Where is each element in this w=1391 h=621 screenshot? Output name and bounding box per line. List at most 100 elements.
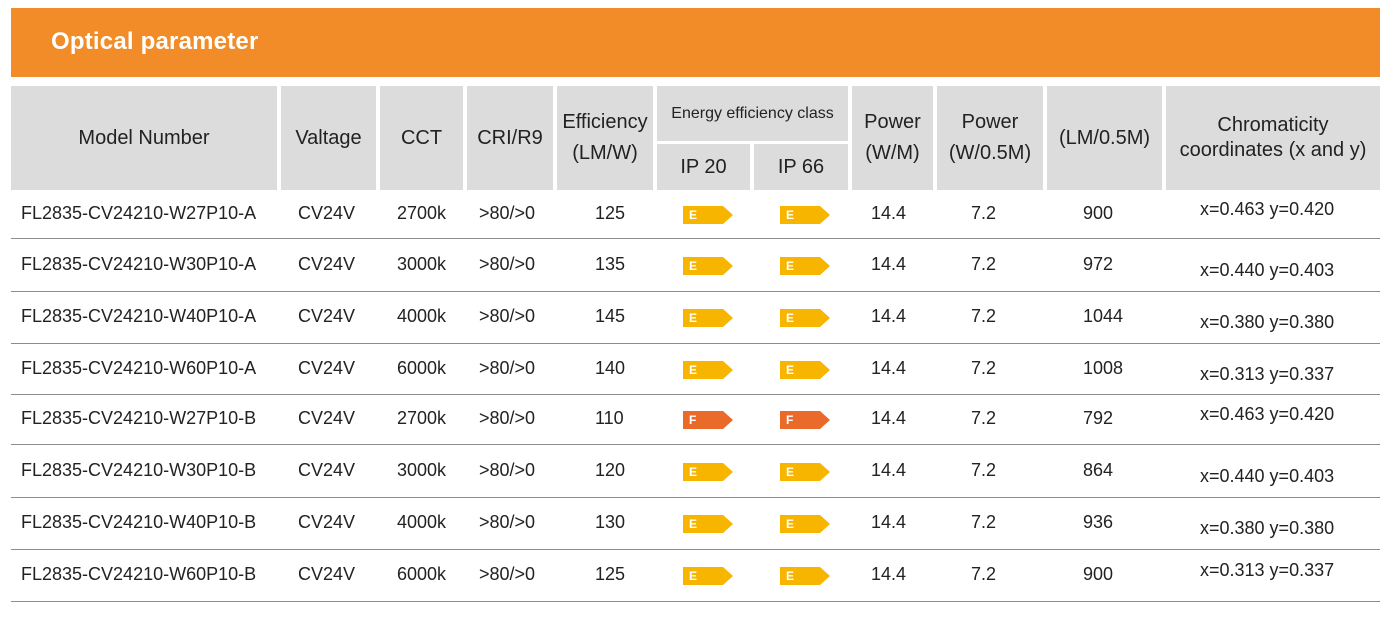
lm-cell: 936 [1083, 512, 1114, 532]
header-model-label: Model Number [78, 126, 210, 149]
header-efficiency: Efficiency (LM/W) [557, 86, 653, 190]
table-row: FL2835-CV24210-W27P10-B CV24V 2700k >80/>0 1… [11, 394, 1380, 445]
ip66-class-badge: E [780, 567, 830, 585]
header-ip66: IP 66 [754, 144, 848, 190]
voltage-cell: CV24V [298, 203, 356, 223]
energy-class-letter: E [786, 569, 795, 583]
header-efficiency-label: Efficiency [562, 111, 648, 133]
header-ip20-label: IP 20 [680, 155, 727, 178]
efficiency-cell: 120 [595, 460, 626, 480]
energy-arrow-icon [683, 257, 733, 275]
power-m-cell: 14.4 [871, 408, 907, 428]
header-energy-class: Energy efficiency class [657, 86, 848, 141]
ip66-class-badge: F [780, 411, 830, 429]
voltage-cell: CV24V [298, 254, 356, 274]
table-header: Model Number Valtage CCT CRI/R9 Efficien… [11, 86, 1380, 190]
model-cell: FL2835-CV24210-W27P10-B [21, 408, 257, 428]
ip20-class-badge: E [683, 206, 733, 224]
energy-class-letter: F [786, 413, 794, 427]
header-power-m: Power (W/M) [852, 86, 933, 190]
energy-arrow-icon [683, 361, 733, 379]
cri-cell: >80/>0 [479, 408, 536, 428]
cct-cell: 4000k [397, 512, 447, 532]
energy-class-letter: E [786, 259, 795, 273]
chroma-cell: x=0.440 y=0.403 [1200, 466, 1335, 486]
energy-arrow-icon [780, 411, 830, 429]
lm-cell: 900 [1083, 564, 1114, 584]
header-ip20: IP 20 [657, 144, 750, 190]
energy-arrow-icon [683, 567, 733, 585]
energy-class-letter: E [786, 465, 795, 479]
table-row: FL2835-CV24210-W60P10-A CV24V 6000k >80/>0 1… [11, 343, 1380, 395]
energy-class-letter: E [689, 208, 698, 222]
energy-arrow-icon [683, 206, 733, 224]
header-voltage: Valtage [281, 86, 376, 190]
ip20-class-badge: F [683, 411, 733, 429]
chroma-cell: x=0.463 y=0.420 [1200, 199, 1335, 219]
table-row: FL2835-CV24210-W27P10-A CV24V 2700k >80/>0 1… [11, 190, 1380, 239]
energy-arrow-icon [780, 257, 830, 275]
model-cell: FL2835-CV24210-W27P10-A [21, 203, 257, 223]
header-model: Model Number [11, 86, 277, 190]
ip20-class-badge: E [683, 309, 733, 327]
cct-cell: 3000k [397, 460, 447, 480]
header-power-m-unit: (W/M) [865, 142, 920, 164]
table-row: FL2835-CV24210-W60P10-B CV24V 6000k >80/>0 1… [11, 549, 1380, 602]
energy-class-letter: E [786, 517, 795, 531]
ip66-class-badge: E [780, 257, 830, 275]
lm-cell: 792 [1083, 408, 1114, 428]
power-half-cell: 7.2 [971, 358, 997, 378]
model-cell: FL2835-CV24210-W30P10-A [21, 254, 257, 274]
energy-arrow-icon [780, 361, 830, 379]
header-power-half-unit: (W/0.5M) [948, 142, 1032, 164]
table-row: FL2835-CV24210-W30P10-A CV24V 3000k >80/>0 1… [11, 238, 1380, 292]
section-banner: Optical parameter [11, 8, 1380, 77]
energy-arrow-icon [780, 206, 830, 224]
voltage-cell: CV24V [298, 358, 356, 378]
header-power-half-label: Power [961, 111, 1019, 133]
chroma-cell: x=0.440 y=0.403 [1200, 260, 1335, 280]
voltage-cell: CV24V [298, 512, 356, 532]
cct-cell: 4000k [397, 306, 447, 326]
cri-cell: >80/>0 [479, 512, 536, 532]
header-cri-label: CRI/R9 [477, 126, 543, 149]
cri-cell: >80/>0 [479, 203, 536, 223]
table-row: FL2835-CV24210-W40P10-A CV24V 4000k >80/>0 1… [11, 291, 1380, 344]
lm-cell: 1044 [1083, 306, 1124, 326]
power-half-cell: 7.2 [971, 564, 997, 584]
energy-arrow-icon [683, 463, 733, 481]
energy-class-letter: E [786, 311, 795, 325]
chroma-cell: x=0.380 y=0.380 [1200, 518, 1335, 538]
energy-class-letter: E [786, 208, 795, 222]
efficiency-cell: 125 [595, 203, 626, 223]
lm-cell: 864 [1083, 460, 1114, 480]
header-chroma-unit: coordinates (x and y) [1179, 139, 1367, 161]
header-ip66-label: IP 66 [777, 155, 825, 178]
ip20-class-badge: E [683, 257, 733, 275]
efficiency-cell: 125 [595, 564, 626, 584]
energy-arrow-icon [683, 515, 733, 533]
energy-class-letter: F [689, 413, 697, 427]
header-power-m-label: Power [864, 111, 921, 133]
header-lm-label: (LM/0.5M) [1058, 126, 1151, 149]
header-power-half: Power (W/0.5M) [937, 86, 1043, 190]
voltage-cell: CV24V [298, 408, 356, 428]
lm-cell: 972 [1083, 254, 1114, 274]
energy-class-letter: E [689, 311, 698, 325]
cct-cell: 6000k [397, 358, 447, 378]
efficiency-cell: 110 [595, 408, 624, 428]
efficiency-cell: 140 [595, 358, 626, 378]
efficiency-cell: 135 [595, 254, 626, 274]
energy-arrow-icon [780, 567, 830, 585]
power-m-cell: 14.4 [871, 512, 907, 532]
cct-cell: 6000k [397, 564, 447, 584]
power-m-cell: 14.4 [871, 203, 907, 223]
energy-class-letter: E [689, 259, 698, 273]
cct-cell: 3000k [397, 254, 447, 274]
chroma-cell: x=0.463 y=0.420 [1200, 404, 1335, 424]
header-chroma: Chromaticity coordinates (x and y) [1166, 86, 1380, 190]
energy-class-letter: E [689, 363, 698, 377]
cct-cell: 2700k [397, 203, 447, 223]
chroma-cell: x=0.313 y=0.337 [1200, 560, 1335, 580]
power-half-cell: 7.2 [971, 512, 997, 532]
